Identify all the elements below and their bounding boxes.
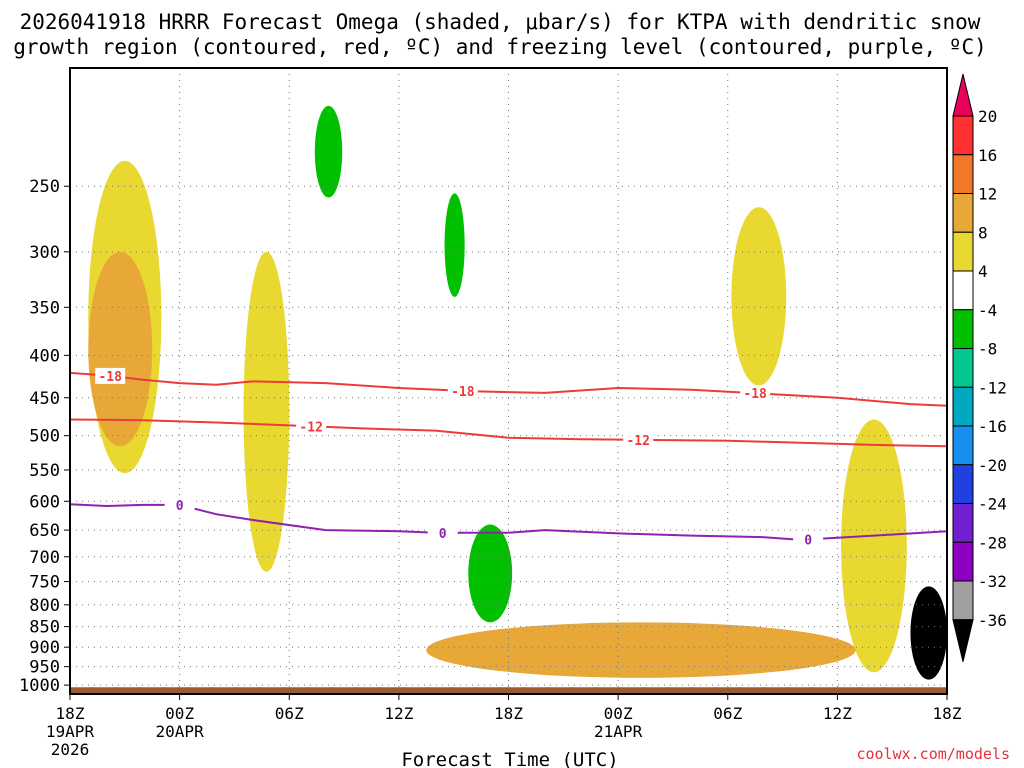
x-tick-label: 06Z bbox=[275, 704, 304, 723]
y-tick-label: 350 bbox=[29, 298, 60, 318]
colorbar-label: -20 bbox=[978, 456, 1007, 475]
contour-label-bg bbox=[793, 531, 824, 548]
colorbar-label: 16 bbox=[978, 146, 997, 165]
y-tick-label: 700 bbox=[29, 548, 60, 568]
contour-label-bg bbox=[427, 524, 458, 541]
colorbar-label: 4 bbox=[978, 262, 988, 281]
y-tick-label: 650 bbox=[29, 521, 60, 541]
colorbar-swatch bbox=[952, 503, 974, 543]
colorbar-label: 8 bbox=[978, 223, 988, 242]
omega-region-8 bbox=[426, 622, 856, 678]
colorbar-bottom-arrow bbox=[952, 619, 974, 662]
colorbar-label: 20 bbox=[978, 107, 997, 126]
omega-region-4 bbox=[444, 193, 465, 297]
x-tick-label: 06Z bbox=[713, 704, 742, 723]
colorbar-swatch bbox=[952, 464, 974, 504]
y-tick-label: 1000 bbox=[19, 676, 60, 696]
contour-label-bg bbox=[95, 367, 126, 384]
colorbar-label: -8 bbox=[978, 340, 997, 359]
contour-label-bg bbox=[296, 418, 327, 435]
contour--18 bbox=[69, 371, 948, 407]
omega-region-3 bbox=[314, 105, 343, 198]
y-tick-label: 400 bbox=[29, 346, 60, 366]
colorbar-label: -28 bbox=[978, 533, 1007, 552]
x-tick-label: 00Z bbox=[604, 704, 633, 723]
contour-label: 0 bbox=[176, 499, 184, 514]
colorbar-swatch bbox=[952, 386, 974, 427]
y-tick-label: 800 bbox=[29, 596, 60, 616]
x-tick-label: 18Z bbox=[494, 704, 523, 723]
y-tick-label: 550 bbox=[29, 461, 60, 481]
chart-title-line-2: growth region (contoured, red, ºC) and f… bbox=[13, 35, 987, 59]
contour--12 bbox=[69, 418, 948, 448]
colorbar-swatch bbox=[952, 193, 974, 233]
colorbar-swatch bbox=[952, 348, 974, 388]
colorbar-label: -16 bbox=[978, 417, 1007, 436]
y-tick-label: 950 bbox=[29, 658, 60, 678]
y-tick-label: 250 bbox=[29, 177, 60, 197]
y-tick-label: 600 bbox=[29, 492, 60, 512]
y-tick-label: 300 bbox=[29, 243, 60, 263]
omega-region-6 bbox=[731, 207, 787, 386]
x-tick-label: 18Z bbox=[56, 704, 85, 723]
x-tick-label: 20APR bbox=[156, 722, 205, 741]
colorbar-swatch bbox=[952, 115, 974, 156]
colorbar-top-arrow bbox=[952, 73, 974, 117]
colorbar-swatch bbox=[952, 309, 974, 349]
colorbar-swatch bbox=[952, 270, 974, 311]
contour-label: -12 bbox=[626, 434, 649, 449]
x-tick-label: 12Z bbox=[384, 704, 413, 723]
contour-label: -18 bbox=[743, 387, 767, 402]
colorbar-label: -12 bbox=[978, 378, 1007, 397]
x-tick-label: 12Z bbox=[823, 704, 852, 723]
omega-region-9 bbox=[910, 586, 948, 680]
y-tick-label: 750 bbox=[29, 573, 60, 593]
colorbar-swatch bbox=[952, 425, 974, 466]
colorbar-swatch bbox=[952, 541, 974, 582]
contour-label: 0 bbox=[804, 533, 812, 548]
colorbar-swatch bbox=[952, 580, 974, 621]
colorbar-label: -36 bbox=[978, 611, 1007, 630]
omega-region-5 bbox=[468, 524, 513, 623]
contour-label: -18 bbox=[98, 370, 122, 385]
omega-region-1 bbox=[88, 251, 153, 447]
contour-label-bg bbox=[623, 431, 654, 448]
credit-text: coolwx.com/models bbox=[856, 745, 1010, 763]
contour-label-bg bbox=[447, 382, 478, 399]
colorbar-swatch bbox=[952, 231, 974, 272]
contour-label: -18 bbox=[451, 385, 475, 400]
x-tick-label: 00Z bbox=[165, 704, 194, 723]
ground-strip bbox=[70, 687, 947, 694]
x-tick-label: 18Z bbox=[933, 704, 962, 723]
chart-title-line-1: 2026041918 HRRR Forecast Omega (shaded, … bbox=[19, 10, 981, 34]
colorbar-label: -32 bbox=[978, 572, 1007, 591]
y-tick-label: 500 bbox=[29, 427, 60, 447]
colorbar-swatch bbox=[952, 154, 974, 194]
contour-label: -12 bbox=[299, 420, 322, 435]
omega-region-7 bbox=[841, 419, 907, 673]
colorbar-label: -4 bbox=[978, 301, 997, 320]
y-tick-label: 850 bbox=[29, 618, 60, 638]
x-axis-label: Forecast Time (UTC) bbox=[401, 749, 618, 768]
y-tick-label: 900 bbox=[29, 638, 60, 658]
x-tick-label: 2026 bbox=[51, 740, 90, 759]
colorbar-label: -24 bbox=[978, 495, 1007, 514]
x-tick-label: 19APR bbox=[46, 722, 95, 741]
x-tick-label: 21APR bbox=[594, 722, 643, 741]
contour-label-bg bbox=[740, 385, 771, 402]
colorbar-label: 12 bbox=[978, 185, 997, 204]
contour-label: 0 bbox=[439, 527, 447, 542]
y-tick-label: 450 bbox=[29, 389, 60, 409]
contour-label-bg bbox=[164, 496, 195, 513]
omega-region-2 bbox=[243, 251, 290, 572]
